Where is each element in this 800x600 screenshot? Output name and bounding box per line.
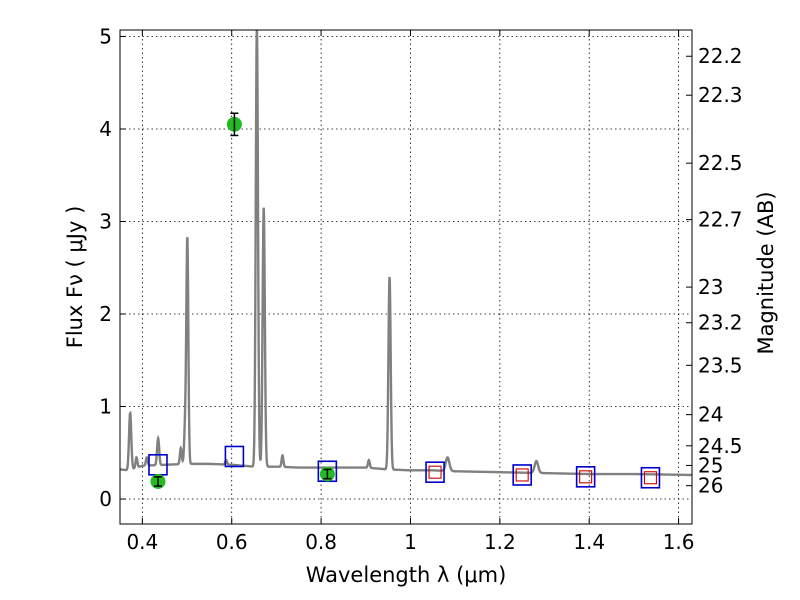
- spectrum-line: [119, 29, 692, 477]
- x-tick-label: 1.2: [484, 530, 516, 554]
- plot-frame: [119, 29, 693, 525]
- y2-axis-label: Magnitude (AB): [754, 191, 778, 354]
- y-tick-label: 2: [99, 302, 112, 326]
- model-point-inner: [579, 470, 593, 484]
- y2-tick-label: 23.2: [698, 311, 743, 335]
- y-axis-label: Flux Fν ( μJy ): [63, 206, 87, 349]
- y2-tick-label: 25: [698, 453, 723, 477]
- spectrum-layer: [119, 29, 692, 477]
- x-axis-label: Wavelength λ (μm): [306, 563, 507, 587]
- ticks-layer: 0.4 0.6 0.8 1 1.2 1.4 1.601234522.222.322.522.…: [99, 24, 742, 554]
- y2-tick-label: 24: [698, 403, 723, 427]
- y2-tick-label: 23: [698, 275, 723, 299]
- x-tick-label: 1.6: [663, 530, 695, 554]
- model-point: [575, 466, 596, 488]
- x-tick-label: 0.8: [305, 530, 337, 554]
- y-tick-label: 5: [99, 24, 112, 48]
- y-tick-label: 0: [99, 487, 112, 511]
- model-point-inner: [643, 471, 657, 485]
- model-point: [224, 445, 245, 468]
- x-tick-label: 0.6: [216, 530, 248, 554]
- y-tick-label: 4: [99, 117, 112, 141]
- y2-tick-label: 22.3: [698, 83, 743, 107]
- x-tick-label: 1.4: [573, 530, 605, 554]
- grid: [120, 30, 692, 524]
- y2-tick-label: 24.5: [698, 434, 743, 458]
- model-point: [640, 466, 661, 489]
- y2-tick-label: 22.5: [698, 151, 743, 175]
- y2-tick-label: 26: [698, 474, 723, 498]
- y2-tick-label: 22.2: [698, 44, 743, 68]
- x-tick-label: 1: [404, 530, 417, 554]
- model-point: [512, 464, 532, 486]
- x-tick-label: 0.4: [126, 530, 158, 554]
- y-tick-label: 1: [99, 395, 112, 419]
- points-layer: [148, 112, 661, 489]
- model-point: [425, 461, 445, 483]
- y2-tick-label: 23.5: [698, 353, 743, 377]
- y-tick-label: 3: [99, 209, 112, 233]
- model-point-inner: [428, 465, 442, 479]
- y2-tick-label: 22.7: [698, 208, 743, 232]
- model-point-inner: [515, 468, 529, 482]
